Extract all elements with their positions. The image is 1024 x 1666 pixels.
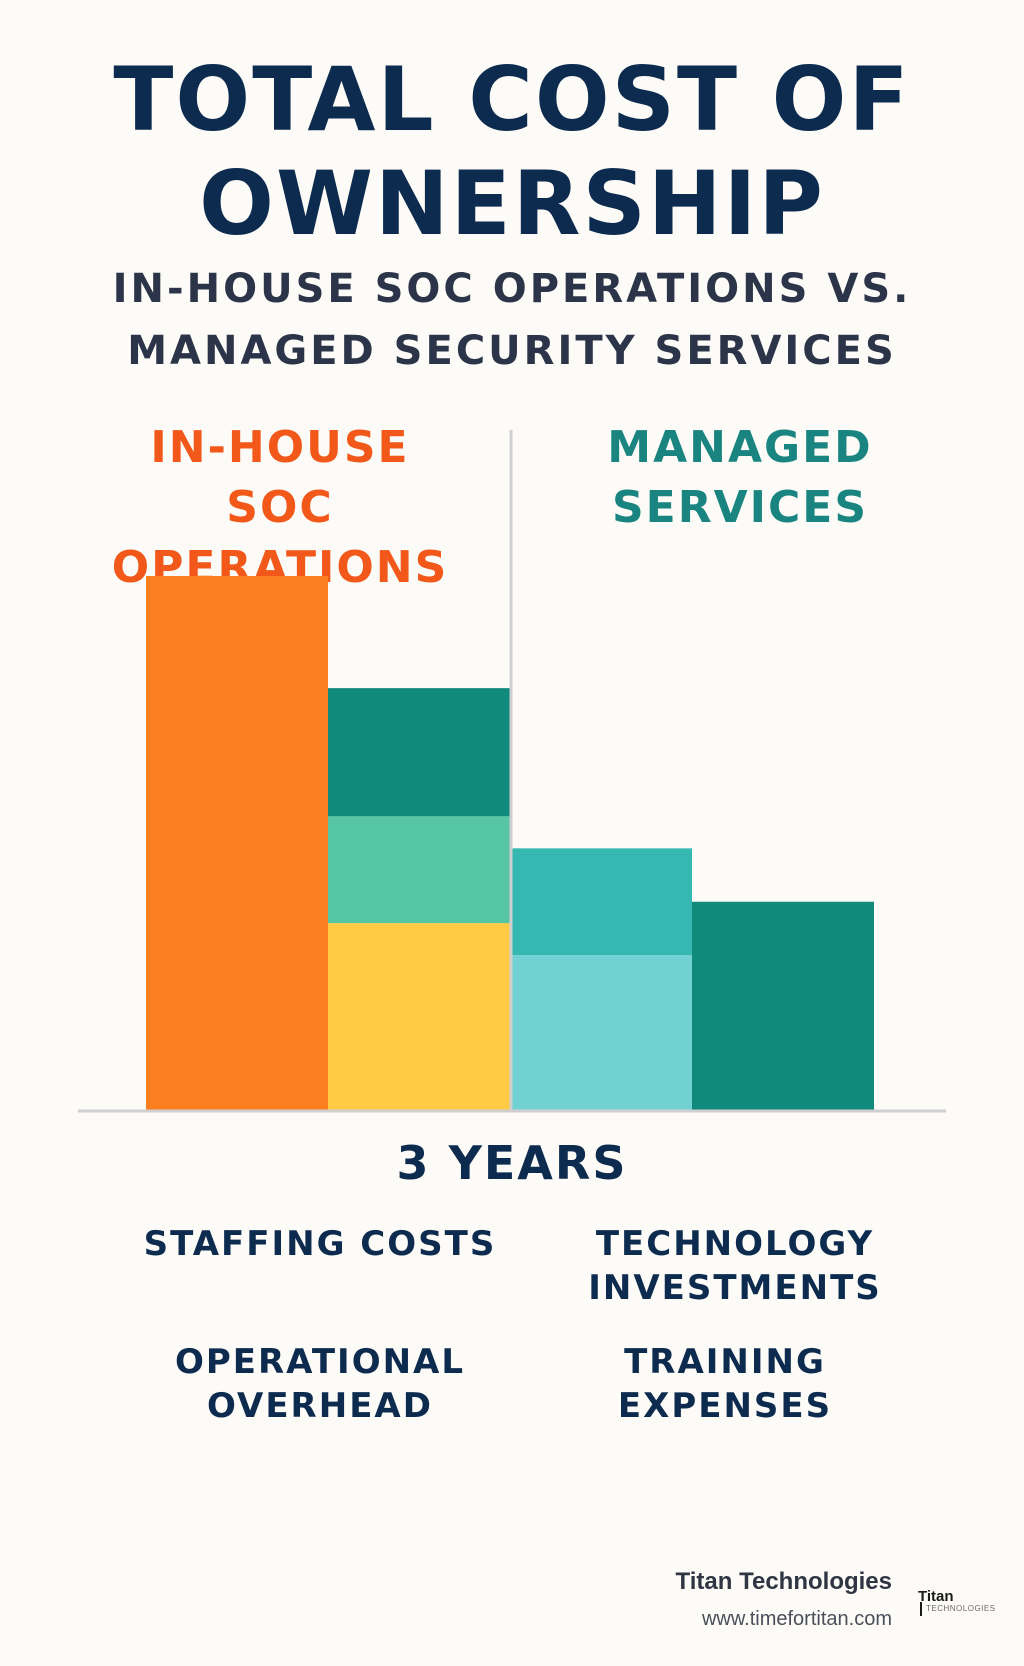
legend-staffing-costs: STAFFING COSTS: [120, 1222, 520, 1266]
legend-training-expenses-line-2: EXPENSES: [617, 1386, 833, 1426]
chart-subtitle: IN-HOUSE SOC OPERATIONS VS. MANAGED SECU…: [0, 258, 1024, 382]
legend-operational-overhead-line-1: OPERATIONAL: [174, 1342, 466, 1382]
bar-group-0-bar-1-segment-1: [328, 816, 510, 924]
legend-staffing-costs-line-1: STAFFING COSTS: [143, 1224, 497, 1264]
legend-technology-investments-line-1: TECHNOLOGY: [595, 1224, 875, 1264]
bar-group-1-bar-0-segment-0: [510, 955, 692, 1110]
logo-main-text: Titan: [918, 1588, 954, 1605]
footer-company-name: Titan Technologies: [675, 1568, 892, 1595]
bar-group-1-bar-1-segment-0: [692, 901, 874, 1110]
group-label-managed: MANAGED SERVICES: [560, 418, 920, 538]
bar-group-0-bar-0-segment-0: [146, 576, 328, 1110]
chart-title-text: TOTAL COST OF OWNERSHIP: [113, 48, 911, 255]
legend-operational-overhead-line-2: OVERHEAD: [207, 1386, 433, 1426]
legend-training-expenses-line-1: TRAINING: [624, 1342, 826, 1382]
bar-group-1-bar-0-segment-1: [510, 848, 692, 956]
group-label-in-house-line-1: IN-HOUSE: [150, 422, 410, 473]
bar-group-0-bar-1-segment-2: [328, 688, 510, 817]
legend-technology-investments: TECHNOLOGY INVESTMENTS: [560, 1222, 910, 1310]
bar-group-0-bar-1-segment-0: [328, 923, 510, 1110]
subtitle-line-2: MANAGED SECURITY SERVICES: [127, 328, 897, 374]
legend-technology-investments-line-2: INVESTMENTS: [588, 1268, 882, 1308]
group-label-managed-line-1: MANAGED: [607, 422, 873, 473]
legend-training-expenses: TRAINING EXPENSES: [560, 1340, 890, 1428]
chart-title: TOTAL COST OF OWNERSHIP: [0, 48, 1024, 256]
logo-mark-icon: [920, 1602, 922, 1616]
logo-sub-text: TECHNOLOGIES: [926, 1604, 996, 1613]
x-axis-label: 3 YEARS: [396, 1136, 628, 1190]
legend-operational-overhead: OPERATIONAL OVERHEAD: [120, 1340, 520, 1428]
footer-url[interactable]: www.timefortitan.com: [701, 1608, 892, 1630]
subtitle-line-1: IN-HOUSE SOC OPERATIONS VS.: [112, 266, 912, 312]
group-label-managed-line-2: SERVICES: [611, 482, 869, 533]
titan-logo: Titan TECHNOLOGIES: [918, 1588, 1008, 1624]
group-label-in-house: IN-HOUSE SOC OPERATIONS: [60, 418, 500, 598]
